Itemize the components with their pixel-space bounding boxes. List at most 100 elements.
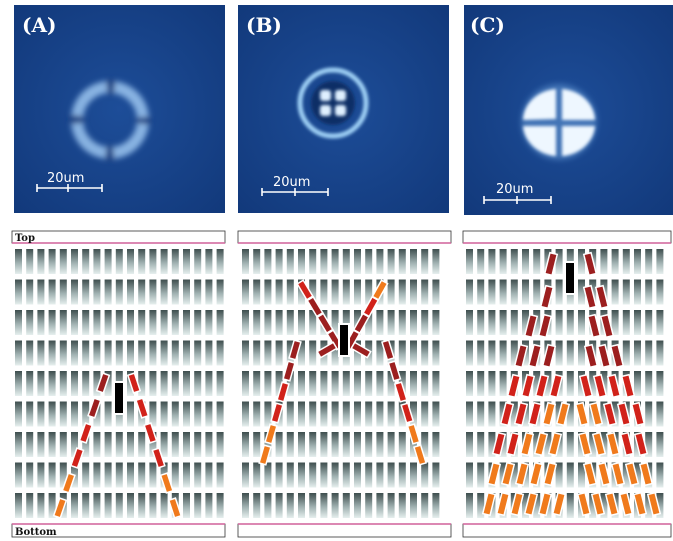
panel-a-background — [14, 5, 225, 213]
lc-molecule — [354, 340, 361, 366]
lc-molecule — [37, 340, 45, 366]
director-field-c — [481, 251, 662, 517]
lc-molecule — [488, 279, 496, 305]
lc-molecule — [499, 371, 507, 396]
director-dash — [278, 383, 288, 401]
lc-molecule — [566, 310, 574, 335]
director-dash — [580, 375, 592, 397]
lc-molecule — [26, 310, 34, 335]
lc-molecule — [183, 249, 190, 274]
lc-molecule — [253, 279, 261, 305]
top-label: Top — [15, 233, 35, 244]
lc-molecule — [149, 310, 157, 335]
director-dash — [515, 345, 527, 367]
lc-molecule — [309, 249, 317, 274]
director-dash — [539, 493, 551, 515]
lc-molecule — [48, 493, 56, 518]
lc-molecule — [71, 401, 78, 427]
lc-molecule — [544, 371, 552, 396]
director-dash — [161, 474, 173, 492]
director-field-b — [258, 279, 427, 466]
lc-molecule — [104, 462, 112, 488]
lc-molecule — [216, 249, 224, 274]
lc-molecule — [298, 462, 305, 488]
lc-molecule — [275, 493, 283, 518]
lc-molecule — [331, 279, 339, 305]
director-dash — [578, 493, 590, 515]
director-dash — [543, 403, 555, 425]
lc-molecule — [37, 432, 45, 457]
lc-molecule — [656, 310, 664, 335]
lc-molecule — [59, 401, 67, 427]
lc-molecule — [15, 279, 22, 305]
lc-molecule — [171, 249, 179, 274]
lc-molecule — [488, 249, 496, 274]
lc-molecule — [275, 310, 283, 335]
lc-molecule — [432, 432, 440, 457]
lc-molecule — [115, 279, 123, 305]
director-dash — [590, 403, 602, 425]
director-dash — [593, 433, 605, 455]
director-dash — [606, 493, 618, 515]
lc-molecule — [171, 310, 179, 335]
lc-molecule — [205, 493, 213, 518]
lc-molecule — [205, 249, 213, 274]
lc-molecule — [578, 340, 585, 366]
panel-a: (A) 20um — [14, 5, 225, 213]
lc-molecule — [477, 432, 485, 457]
director-dash — [373, 281, 387, 299]
lc-molecule — [82, 493, 90, 518]
lc-molecule — [171, 432, 179, 457]
lc-molecule — [645, 310, 653, 335]
lc-molecule — [59, 310, 67, 335]
lc-molecule — [275, 340, 283, 366]
director-dash — [618, 403, 630, 425]
director-dash — [63, 474, 74, 492]
director-dash — [598, 463, 610, 485]
lc-molecule — [365, 310, 373, 335]
lc-molecule — [410, 279, 417, 305]
director-dash — [622, 375, 634, 397]
director-dash — [511, 493, 523, 515]
lc-molecule — [205, 371, 213, 396]
lc-molecule — [410, 310, 417, 335]
director-dash — [536, 375, 548, 397]
lc-molecule — [331, 249, 339, 274]
lc-molecule — [611, 401, 619, 427]
lc-molecule — [634, 279, 641, 305]
lc-molecule — [93, 462, 101, 488]
lc-molecule — [160, 279, 168, 305]
director-dash — [608, 375, 620, 397]
lc-molecule — [432, 462, 440, 488]
director-dash — [318, 314, 332, 333]
panel-a-ring-pattern — [70, 80, 150, 160]
lc-molecule — [82, 249, 90, 274]
director-dash — [601, 315, 613, 337]
lc-molecule — [115, 340, 123, 366]
lc-molecule — [589, 493, 597, 518]
director-dash — [488, 463, 500, 485]
lc-molecule — [611, 310, 619, 335]
panel-a-scale-bar: 20um — [36, 171, 103, 192]
lc-molecule — [205, 310, 213, 335]
lc-molecule — [264, 340, 272, 366]
lc-molecule — [477, 340, 485, 366]
lc-molecule — [138, 493, 146, 518]
lc-molecule — [171, 340, 179, 366]
lc-molecule — [127, 310, 134, 335]
lc-molecule — [264, 493, 272, 518]
lc-molecule — [216, 279, 224, 305]
lc-molecule — [354, 462, 361, 488]
lc-molecule — [71, 371, 78, 396]
lc-molecule — [216, 493, 224, 518]
lc-molecule — [365, 371, 373, 396]
lc-molecule — [93, 401, 101, 427]
lc-molecule — [15, 493, 22, 518]
director-dash — [502, 463, 514, 485]
lc-molecule — [622, 249, 630, 274]
director-dash — [553, 493, 565, 515]
lc-molecule — [656, 401, 664, 427]
director-dash — [588, 315, 600, 337]
director-dash — [352, 343, 370, 357]
